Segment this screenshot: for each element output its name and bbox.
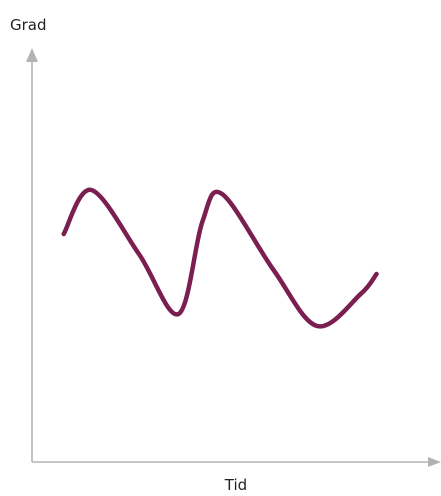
x-axis-label: Tid bbox=[224, 476, 247, 494]
y-axis: Grad bbox=[10, 16, 47, 462]
x-axis: Tid bbox=[32, 457, 441, 494]
y-axis-label: Grad bbox=[10, 16, 47, 34]
y-axis-arrow bbox=[26, 48, 38, 62]
x-axis-arrow bbox=[428, 457, 441, 467]
series-line bbox=[61, 187, 379, 329]
